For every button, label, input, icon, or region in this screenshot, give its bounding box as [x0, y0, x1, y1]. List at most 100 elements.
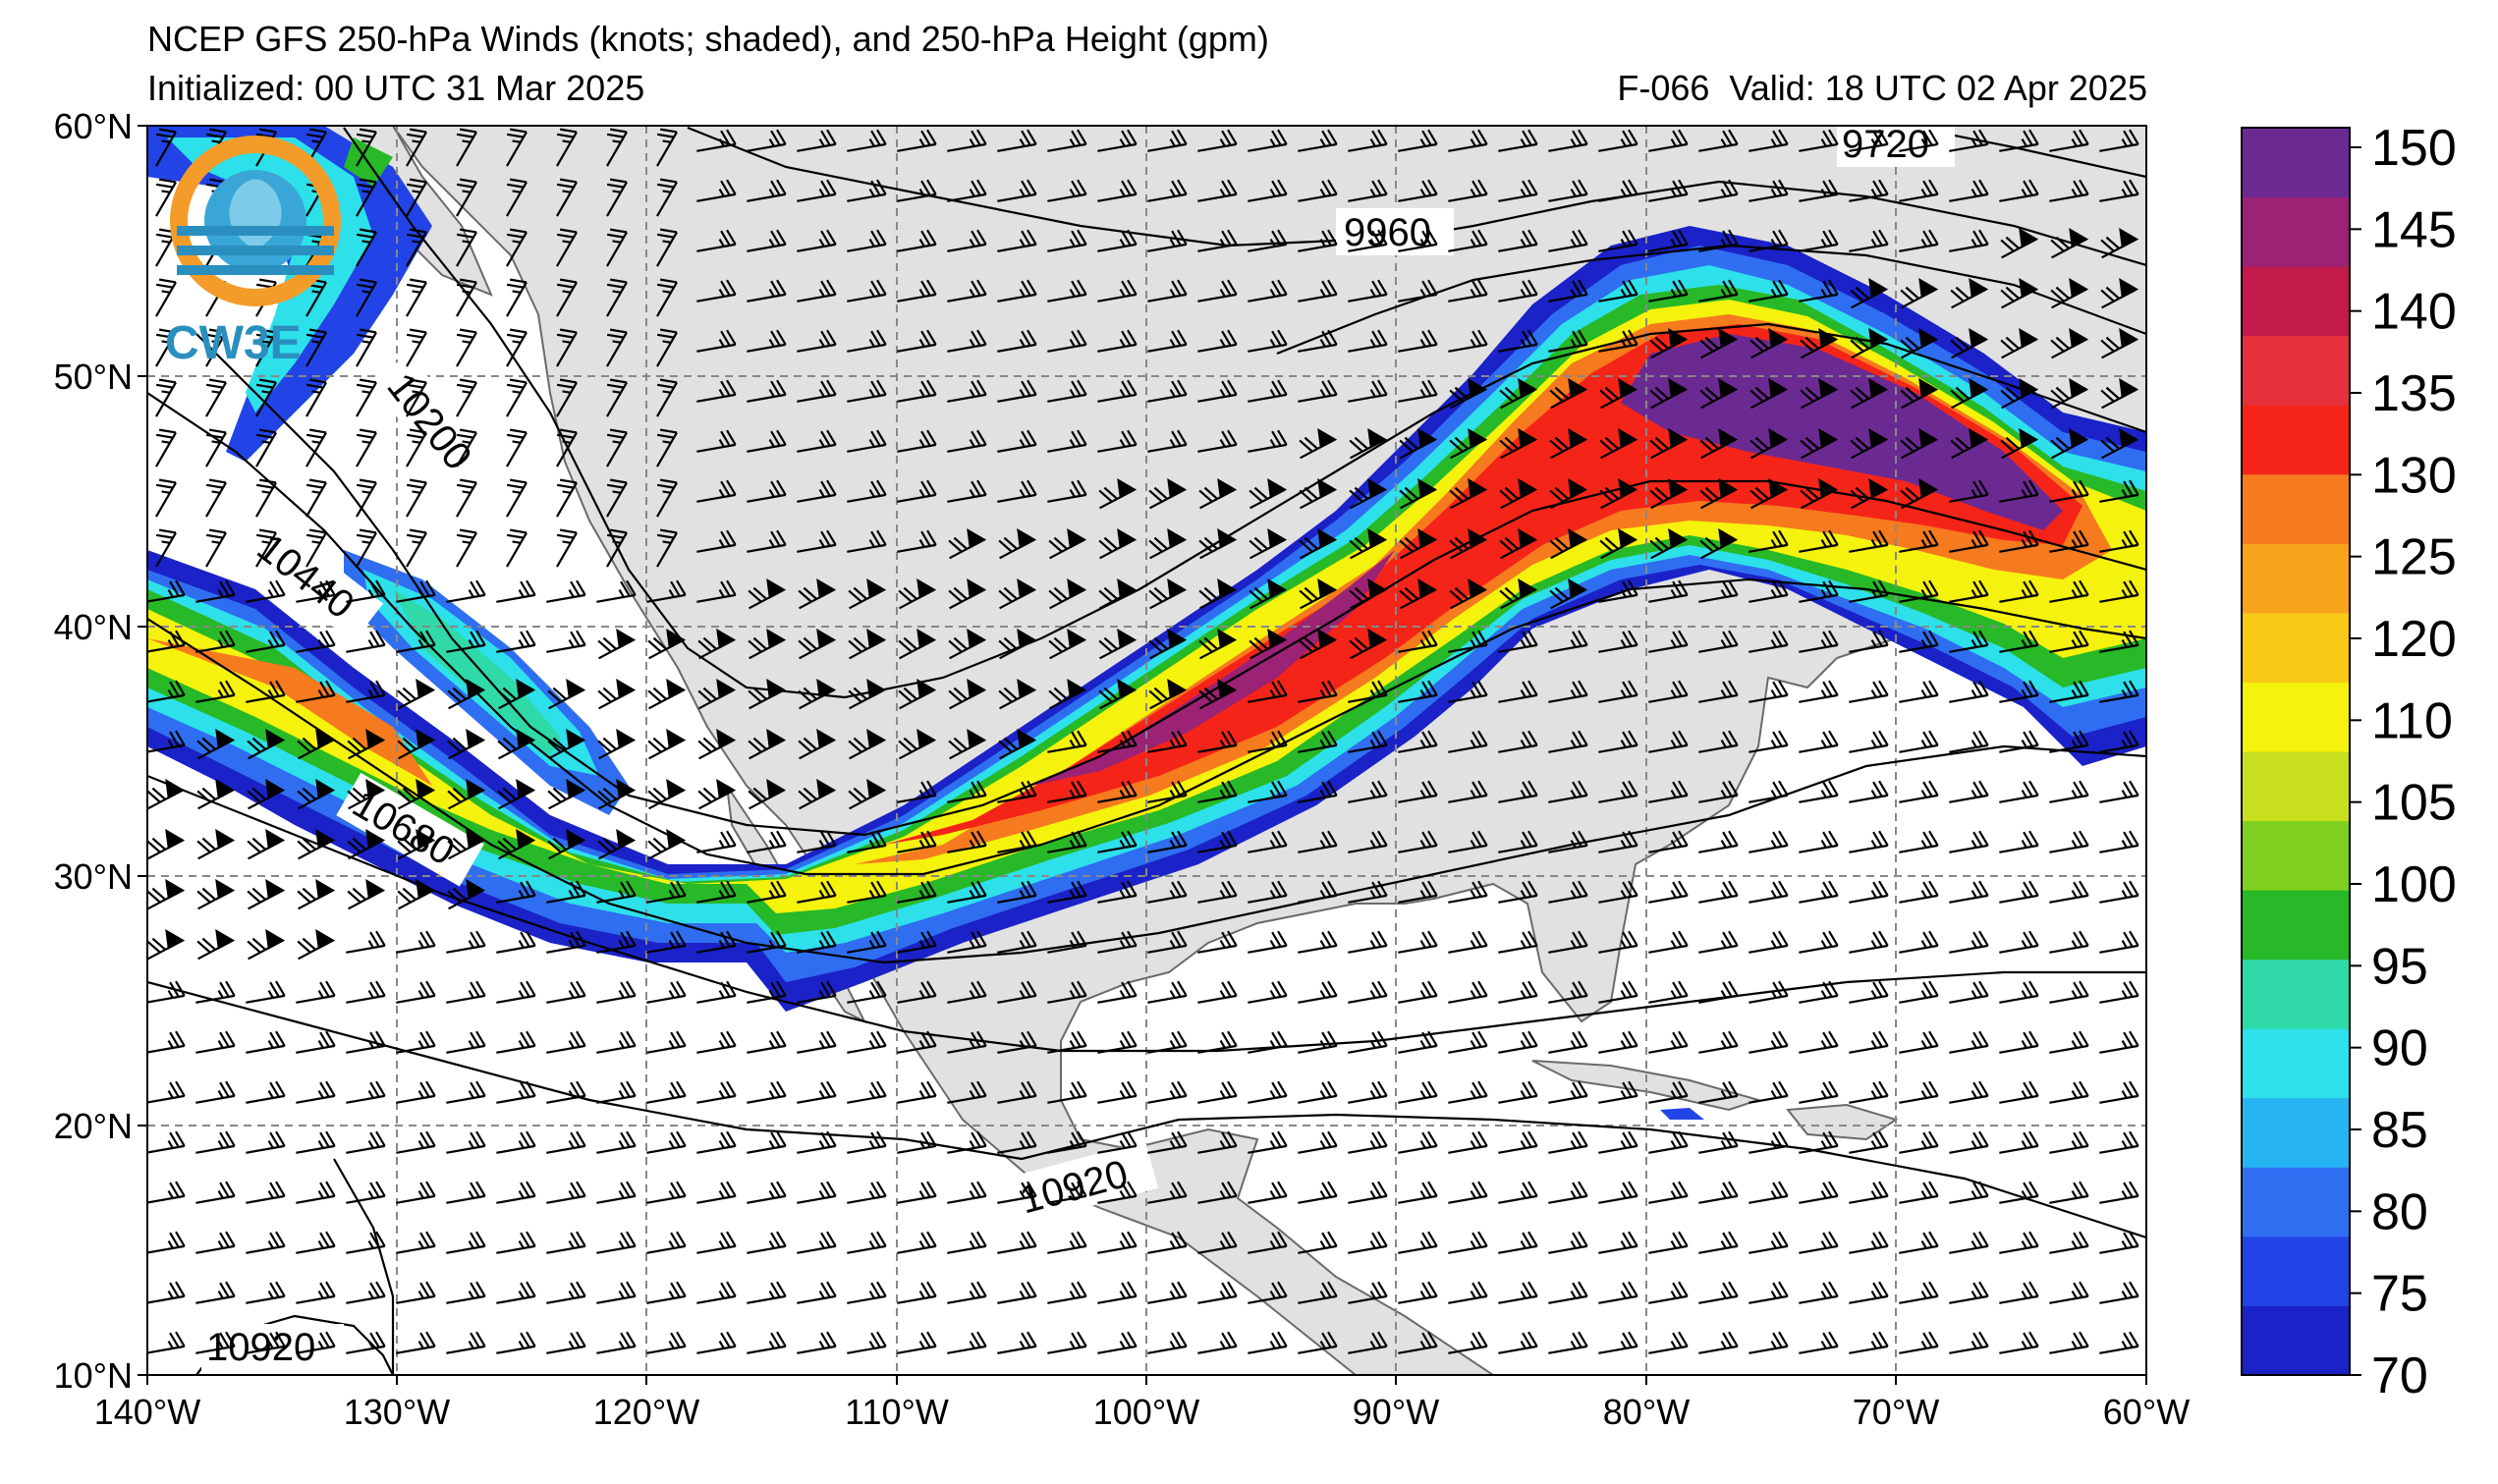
- wind-barb: [2099, 1030, 2139, 1054]
- wind-barb: [1498, 179, 1538, 202]
- wind-barb: [1699, 478, 1739, 510]
- wind-barb: [997, 379, 1037, 403]
- wind-barb: [296, 1281, 336, 1304]
- colorbar-swatch: [2242, 335, 2350, 406]
- wind-barb: [1949, 880, 1989, 904]
- wind-barb: [1999, 830, 2039, 853]
- wind-barb: [898, 578, 937, 610]
- wind-barb: [1648, 279, 1689, 302]
- wind-barb: [848, 578, 887, 610]
- wind-barb: [947, 179, 987, 202]
- wind-barb: [1147, 780, 1188, 803]
- wind-barb: [1649, 478, 1689, 510]
- colorbar-tick-label: 150: [2371, 120, 2457, 177]
- wind-barb: [1749, 529, 1789, 553]
- wind-barb: [947, 379, 987, 403]
- wind-barb: [496, 880, 536, 904]
- wind-barb: [847, 1331, 887, 1354]
- wind-barb: [296, 680, 336, 703]
- colorbar-tick-label: 85: [2371, 1102, 2428, 1159]
- wind-barb: [647, 829, 687, 860]
- wind-barb: [397, 729, 436, 760]
- wind-barb: [1197, 1080, 1238, 1104]
- wind-barb: [1949, 980, 1989, 1004]
- wind-barb: [1448, 680, 1488, 703]
- lon-label-90w: 90°W: [1353, 1392, 1439, 1432]
- wind-barb: [1899, 630, 1939, 653]
- wind-barb: [1047, 129, 1087, 152]
- wind-barb: [1850, 328, 1889, 359]
- wind-barb: [2099, 529, 2139, 553]
- wind-barb: [1949, 1331, 1989, 1354]
- wind-barb: [1649, 428, 1689, 460]
- wind-barb: [556, 428, 578, 467]
- wind-barb: [556, 378, 578, 417]
- wind-barb: [1148, 478, 1188, 510]
- wind-barb: [155, 328, 177, 367]
- lat-label-60n: 60°N: [54, 106, 133, 146]
- wind-barb: [1698, 129, 1739, 152]
- wind-barb: [446, 1030, 486, 1054]
- wind-barb: [1999, 579, 2039, 603]
- wind-barb: [2050, 378, 2089, 410]
- wind-barb: [1549, 428, 1588, 460]
- wind-barb: [1849, 1080, 1889, 1104]
- wind-barb: [305, 528, 327, 568]
- wind-barb: [1548, 680, 1588, 703]
- wind-barb: [696, 279, 737, 302]
- wind-barb: [1197, 229, 1238, 252]
- wind-barb: [446, 579, 486, 603]
- wind-barb: [1698, 229, 1739, 252]
- wind-barb: [947, 1181, 987, 1204]
- wind-barb: [747, 129, 787, 152]
- wind-barb: [1698, 179, 1739, 202]
- wind-barb: [1899, 179, 1939, 202]
- wind-barb: [1498, 1030, 1538, 1054]
- wind-barb: [406, 478, 427, 518]
- wind-barb: [1449, 578, 1488, 610]
- wind-barb: [1949, 179, 1989, 202]
- wind-barb: [196, 779, 236, 810]
- wind-barb: [1648, 229, 1689, 252]
- wind-barb: [406, 378, 427, 417]
- wind-barb: [797, 1331, 837, 1354]
- wind-barb: [1047, 429, 1087, 453]
- wind-barb: [797, 1231, 837, 1254]
- wind-barb: [1298, 830, 1338, 853]
- wind-barb: [1899, 579, 1939, 603]
- wind-barb: [1097, 730, 1138, 753]
- wind-barb: [1147, 1030, 1188, 1054]
- wind-barb: [606, 378, 628, 417]
- wind-barb: [1849, 680, 1889, 703]
- wind-barb: [1849, 930, 1889, 954]
- wind-barb: [1598, 1181, 1638, 1204]
- wind-barb: [1548, 1130, 1588, 1154]
- wind-barb: [997, 780, 1037, 803]
- wind-barb: [1498, 930, 1538, 954]
- wind-barb: [546, 1030, 586, 1054]
- wind-barb: [147, 630, 186, 653]
- wind-barb: [1548, 1030, 1588, 1054]
- wind-barb: [1048, 528, 1087, 560]
- valid-time: F-066 Valid: 18 UTC 02 Apr 2025: [1617, 68, 2147, 108]
- wind-barb: [456, 228, 477, 267]
- wind-barb: [2049, 780, 2089, 803]
- wind-barb: [1548, 1181, 1588, 1204]
- wind-barb: [847, 880, 887, 904]
- wind-barb: [1899, 1331, 1939, 1354]
- wind-barb: [456, 278, 477, 317]
- wind-barb: [656, 478, 678, 518]
- wind-barb: [496, 1130, 536, 1154]
- wind-barb: [947, 1281, 987, 1304]
- wind-barb: [1498, 1231, 1538, 1254]
- wind-barb: [195, 1281, 236, 1304]
- wind-barb: [1549, 478, 1588, 510]
- wind-barb: [1248, 1130, 1288, 1154]
- wind-barb: [797, 279, 837, 302]
- colorbar-tick-label: 130: [2371, 447, 2457, 504]
- wind-barb: [847, 1130, 887, 1154]
- lon-label-140w: 140°W: [94, 1392, 200, 1432]
- wind-barb: [1698, 830, 1739, 853]
- wind-barb: [506, 128, 527, 167]
- wind-barb: [747, 279, 787, 302]
